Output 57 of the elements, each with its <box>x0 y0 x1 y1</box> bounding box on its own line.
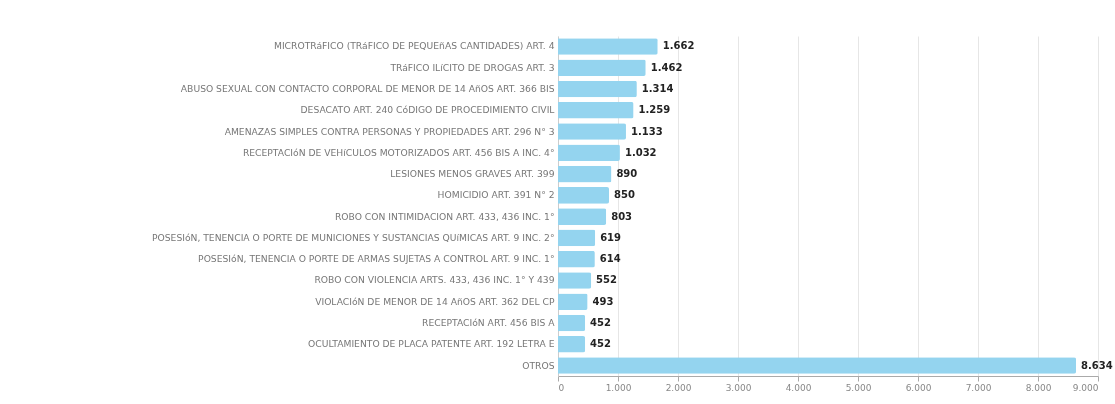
y-tick-label: POSESIóN, TENENCIA O PORTE DE ARMAS SUJETAS A CONTROL ART. 9 INC. 1° <box>198 253 555 265</box>
x-tick-label: 1.000 <box>605 382 632 393</box>
x-tick-label: 2.000 <box>665 382 692 393</box>
data-label: 1.259 <box>638 104 671 116</box>
bar <box>558 38 658 55</box>
y-tick-label: MICROTRáFICO (TRáFICO DE PEQUEñAS CANTIDADES) ART. 4 <box>273 40 555 52</box>
bar <box>558 229 596 247</box>
y-tick-label: ROBO CON VIOLENCIA ARTS. 433, 436 INC. 1° Y 439 <box>314 274 555 286</box>
data-label: 803 <box>611 210 633 222</box>
y-tick-label: OCULTAMIENTO DE PLACA PATENTE ART. 192 LETRA E <box>308 338 555 350</box>
data-label: 614 <box>599 253 621 265</box>
bar <box>558 144 620 162</box>
bar <box>558 59 646 76</box>
bar <box>558 293 588 311</box>
x-tick-label: 0 <box>558 382 565 393</box>
bar <box>558 80 637 98</box>
x-tick-label: 5.000 <box>845 382 872 393</box>
bar <box>558 187 609 204</box>
y-tick-label: RECEPTACIóN DE VEHíCULOS MOTORIZADOS ART. 456 BIS A INC. 4° <box>242 146 555 158</box>
x-tick-label: 4.000 <box>785 382 812 393</box>
data-label: 552 <box>596 274 618 286</box>
x-tick-label: 8.000 <box>1025 382 1052 393</box>
data-label: 1.133 <box>630 125 663 137</box>
y-tick-label: VIOLACIóN DE MENOR DE 14 AñOS ART. 362 DEL CP <box>315 295 555 307</box>
data-label: 1.032 <box>624 146 657 158</box>
x-tick-label: 7.000 <box>965 382 992 393</box>
bar <box>558 208 607 225</box>
data-label: 1.462 <box>650 61 683 73</box>
bar <box>558 314 586 332</box>
bar <box>558 165 612 183</box>
data-label: 493 <box>592 295 614 307</box>
bar <box>558 101 634 119</box>
data-label: 452 <box>590 317 612 329</box>
y-tick-label: ROBO CON INTIMIDACION ART. 433, 436 INC. 1° <box>334 210 555 222</box>
data-label: 619 <box>600 231 622 243</box>
y-tick-label: POSESIóN, TENENCIA O PORTE DE MUNICIONES Y SUSTANCIAS QUíMICAS ART. 9 INC. 2° <box>151 231 555 243</box>
y-tick-label: OTROS <box>522 359 555 371</box>
bar <box>558 336 586 353</box>
y-tick-label: LESIONES MENOS GRAVES ART. 399 <box>390 168 555 180</box>
bar <box>558 357 1077 374</box>
data-label: 452 <box>590 338 612 350</box>
y-tick-label: AMENAZAS SIMPLES CONTRA PERSONAS Y PROPIEDADES ART. 296 N° 3 <box>224 125 555 137</box>
data-label: 1.662 <box>662 40 695 52</box>
x-tick-label: 6.000 <box>905 382 932 393</box>
y-tick-label: TRáFICO ILíCITO DE DROGAS ART. 3 <box>389 61 555 73</box>
y-tick-label: RECEPTACIóN ART. 456 BIS A <box>422 317 556 329</box>
x-tick-label: 9.000 <box>1072 382 1099 393</box>
data-label: 850 <box>614 189 635 201</box>
bar <box>558 272 592 289</box>
y-tick-label: HOMICIDIO ART. 391 N° 2 <box>437 189 555 201</box>
data-label: 890 <box>616 168 638 180</box>
y-tick-label: DESACATO ART. 240 CóDIGO DE PROCEDIMIENTO CIVIL <box>300 104 556 116</box>
data-label: 1.314 <box>641 82 674 94</box>
bar <box>558 250 595 268</box>
x-tick-label: 3.000 <box>725 382 752 393</box>
data-label: 8.634 <box>1081 359 1113 371</box>
y-tick-label: ABUSO SEXUAL CON CONTACTO CORPORAL DE MENOR DE 14 AñOS ART. 366 BIS <box>180 82 555 94</box>
